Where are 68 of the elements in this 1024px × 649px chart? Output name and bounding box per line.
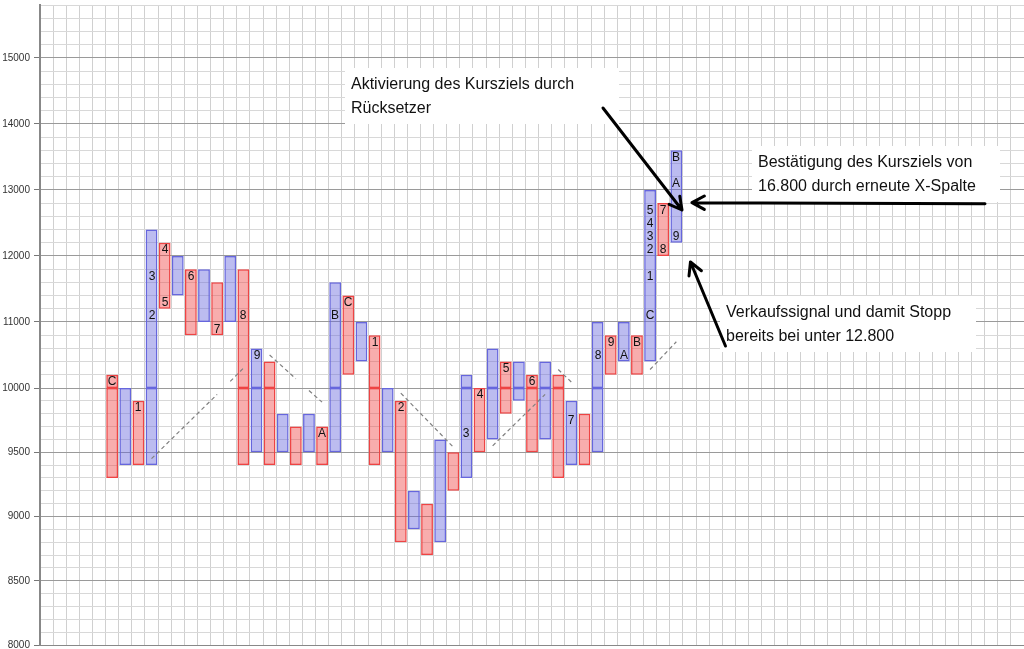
y-tick-label: 13000	[2, 183, 31, 195]
annotation: A	[671, 176, 681, 190]
annotation: A	[317, 426, 327, 440]
annotation: 7	[659, 203, 667, 217]
y-tick-label: 15000	[2, 51, 31, 63]
bar	[578, 413, 591, 466]
annotation: C	[343, 295, 353, 309]
annotation: 2	[148, 308, 156, 322]
annotation: B	[632, 335, 642, 349]
bar	[381, 388, 394, 453]
annotation: 3	[148, 269, 156, 283]
bar	[394, 400, 407, 543]
bar	[408, 490, 420, 530]
annotation: 9	[253, 348, 261, 362]
annotation: 6	[187, 269, 195, 283]
y-tick-label: 14000	[2, 117, 31, 129]
annotation: 1	[134, 400, 142, 414]
annotation: 4	[646, 216, 654, 230]
annotation: 7	[213, 322, 221, 336]
annotation: 3	[462, 426, 470, 440]
bar	[342, 295, 355, 375]
bar	[211, 282, 224, 336]
annotation: 2	[646, 242, 654, 256]
annotation: C	[645, 308, 655, 322]
bar	[421, 503, 433, 556]
annotation: 6	[528, 374, 536, 388]
y-tick-label: 12000	[2, 249, 31, 261]
bar	[119, 388, 132, 466]
bar	[434, 439, 447, 543]
annotation: 4	[476, 387, 484, 401]
bar	[473, 388, 486, 453]
annotation: Verkaufssignal und damit Stopp bereits bei unter 12.800	[720, 296, 976, 352]
bar	[355, 321, 368, 362]
annotation: 4	[161, 242, 169, 256]
annotation: 7	[567, 413, 575, 427]
y-tick-label: 11000	[2, 315, 31, 327]
annotation: B	[671, 150, 681, 164]
annotation: C	[107, 374, 117, 388]
annotation: 1	[371, 335, 379, 349]
annotation: 9	[672, 229, 680, 243]
annotation: 5	[161, 295, 169, 309]
y-tick-label: 9000	[7, 510, 31, 522]
bar	[171, 255, 184, 296]
bar	[447, 452, 460, 491]
annotation: A	[619, 348, 629, 362]
y-tick-label: 10000	[2, 381, 31, 393]
annotation: 1	[646, 269, 654, 283]
bar	[132, 400, 145, 466]
y-tick-label: 8500	[7, 574, 31, 586]
annotation: Aktivierung des Kursziels durch Rücksetzer	[345, 68, 619, 124]
annotation: 9	[607, 335, 615, 349]
bar	[565, 400, 578, 466]
annotation: B	[330, 308, 340, 322]
bar	[184, 269, 197, 336]
annotation: 8	[239, 308, 247, 322]
annotation: 5	[646, 203, 654, 217]
annotation: 8	[659, 242, 667, 256]
annotation: 2	[397, 400, 405, 414]
bar	[224, 255, 237, 322]
bar	[303, 413, 315, 453]
y-tick-label: 8000	[7, 638, 31, 649]
annotation: 3	[646, 229, 654, 243]
y-tick-label: 9500	[7, 446, 31, 457]
bar	[276, 413, 289, 453]
annotation: Bestätigung des Kursziels von 16.800 durch erneute X-Spalte	[752, 146, 1000, 202]
bar	[289, 426, 302, 466]
annotation: 5	[502, 361, 510, 375]
annotation: 8	[594, 348, 602, 362]
